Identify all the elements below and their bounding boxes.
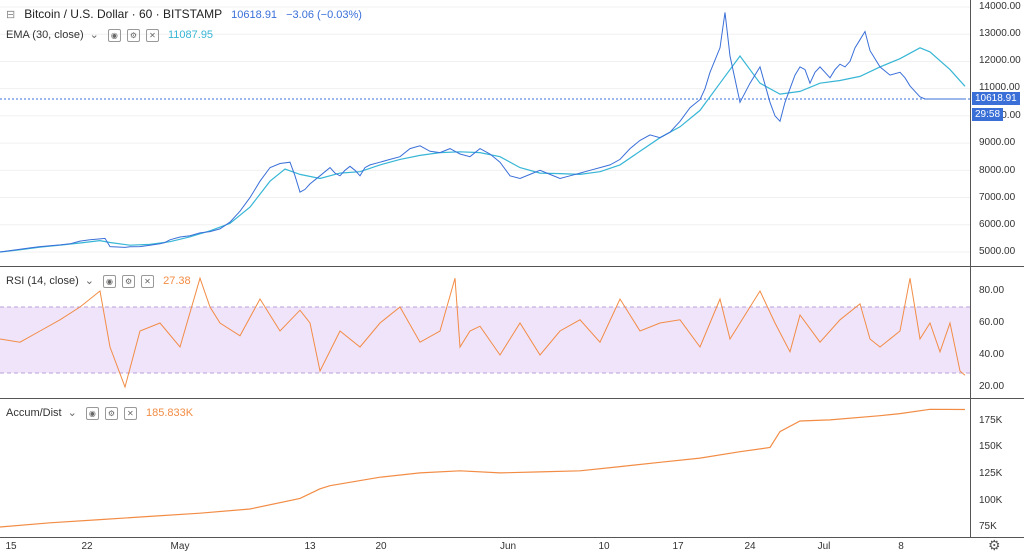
rsi-band	[0, 307, 970, 373]
rsi-value: 27.38	[163, 275, 191, 287]
price-chart[interactable]	[0, 0, 970, 266]
ad-value: 185.833K	[145, 407, 194, 419]
price-tick: 5000.00	[979, 246, 1016, 257]
time-axis[interactable]: 15 22 May 13 20 Jun 10 17 24 Jul 8	[0, 538, 970, 553]
close-icon[interactable]: ✕	[145, 28, 159, 42]
ema-legend[interactable]: EMA (30, close) ⌄ ◉ ⚙ ✕ 11087.95	[6, 27, 219, 43]
price-tick: 11000.00	[979, 82, 1020, 93]
countdown-badge: 29:58	[972, 108, 1004, 121]
price-tick: 13000.00	[979, 28, 1021, 39]
rsi-label: RSI (14, close)	[6, 275, 79, 287]
rsi-pane[interactable]: RSI (14, close) ⌄ ◉ ⚙ ✕ 27.38	[0, 267, 970, 398]
time-tick: 20	[375, 541, 387, 552]
ad-line	[0, 408, 966, 528]
price-grid	[0, 6, 970, 253]
ema-value: 11087.95	[167, 29, 214, 41]
price-tick: 9000.00	[979, 137, 1016, 148]
chevron-down-icon[interactable]: ⌄	[84, 275, 94, 287]
time-tick: 24	[744, 541, 756, 552]
eye-icon[interactable]: ◉	[103, 274, 117, 288]
symbol-title: Bitcoin / U.S. Dollar · 60 · BITSTAMP	[24, 7, 223, 21]
rsi-tick: 80.00	[979, 285, 1005, 296]
price-pane[interactable]: ⊟ Bitcoin / U.S. Dollar · 60 · BITSTAMP …	[0, 0, 970, 266]
rsi-line	[0, 276, 966, 389]
settings-icon[interactable]: ⚙	[126, 28, 140, 42]
time-tick: 8	[898, 541, 904, 552]
ad-tick: 150K	[979, 441, 1003, 452]
rsi-tick: 20.00	[979, 381, 1005, 392]
eye-icon[interactable]: ◉	[85, 406, 99, 420]
price-tick: 12000.00	[979, 55, 1021, 66]
time-tick: 13	[304, 541, 316, 552]
settings-icon[interactable]: ⚙	[122, 274, 136, 288]
chevron-down-icon[interactable]: ⌄	[67, 407, 77, 419]
time-tick: Jun	[499, 541, 517, 552]
rsi-tick: 60.00	[979, 317, 1005, 328]
time-tick: Jul	[817, 541, 831, 552]
ad-tick: 175K	[979, 415, 1003, 426]
symbol-header: ⊟ Bitcoin / U.S. Dollar · 60 · BITSTAMP …	[6, 6, 368, 22]
ad-legend[interactable]: Accum/Dist ⌄ ◉ ⚙ ✕ 185.833K	[6, 405, 199, 421]
settings-icon[interactable]: ⚙	[104, 406, 118, 420]
ema-label: EMA (30, close)	[6, 29, 84, 41]
change-value: −3.06 (−0.03%)	[286, 9, 362, 21]
last-value: 10618.91	[231, 9, 278, 21]
price-tick: 6000.00	[979, 219, 1016, 230]
price-line	[0, 12, 965, 253]
chevron-down-icon[interactable]: ⌄	[89, 29, 99, 41]
ad-axis[interactable]: 175K 150K 125K 100K 75K	[970, 399, 1024, 537]
pane-separator[interactable]	[0, 398, 1024, 399]
time-tick: 22	[81, 541, 93, 552]
rsi-axis[interactable]: 80.00 60.00 40.00 20.00	[970, 267, 1024, 398]
settings-gear-icon[interactable]: ⚙	[988, 537, 1001, 553]
rsi-chart[interactable]	[0, 267, 970, 398]
time-tick: 10	[598, 541, 610, 552]
collapse-icon[interactable]: ⊟	[6, 9, 16, 21]
ad-tick: 75K	[979, 521, 997, 532]
last-price-badge: 10618.91	[972, 92, 1020, 105]
ad-label: Accum/Dist	[6, 407, 62, 419]
ad-tick: 100K	[979, 495, 1003, 506]
pane-separator[interactable]	[0, 266, 1024, 267]
close-icon[interactable]: ✕	[123, 406, 137, 420]
price-tick: 8000.00	[979, 165, 1016, 176]
eye-icon[interactable]: ◉	[107, 28, 121, 42]
time-tick: 17	[672, 541, 684, 552]
ad-chart[interactable]	[0, 399, 970, 537]
price-tick: 7000.00	[979, 192, 1016, 203]
rsi-tick: 40.00	[979, 349, 1005, 360]
close-icon[interactable]: ✕	[141, 274, 155, 288]
time-axis-separator	[0, 537, 1024, 538]
time-tick: 15	[5, 541, 17, 552]
ad-tick: 125K	[979, 468, 1003, 479]
ema-line	[0, 47, 966, 253]
price-tick: 14000.00	[979, 1, 1021, 12]
price-axis[interactable]: 14000.00 13000.00 12000.00 11000.00 1000…	[970, 0, 1024, 266]
rsi-legend[interactable]: RSI (14, close) ⌄ ◉ ⚙ ✕ 27.38	[6, 273, 197, 289]
ad-pane[interactable]: Accum/Dist ⌄ ◉ ⚙ ✕ 185.833K	[0, 399, 970, 537]
time-tick: May	[170, 541, 190, 552]
